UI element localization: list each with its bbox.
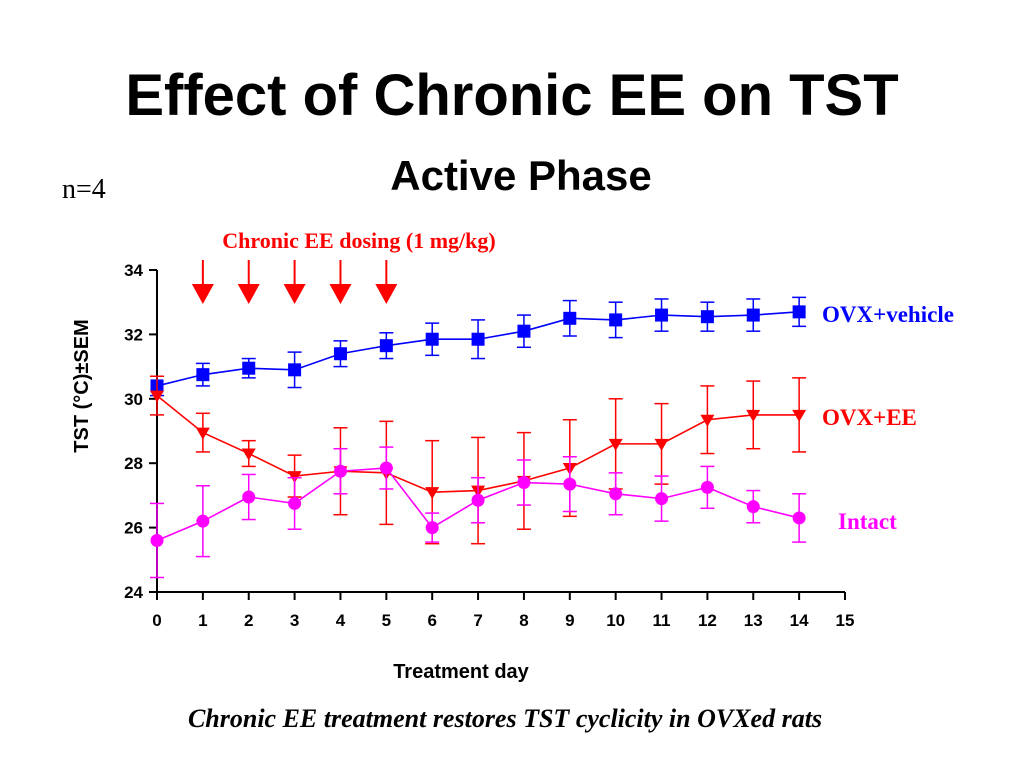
- x-tick-label: 6: [427, 611, 436, 630]
- x-tick-label: 1: [198, 611, 207, 630]
- x-tick-label: 12: [698, 611, 717, 630]
- data-point: [425, 487, 440, 500]
- data-point: [654, 438, 669, 451]
- series-label: Intact: [838, 509, 897, 534]
- data-point: [792, 511, 806, 525]
- data-point: [333, 347, 347, 361]
- slide-title: Effect of Chronic EE on TST: [125, 63, 899, 128]
- data-point: [746, 409, 761, 422]
- x-tick-label: 5: [382, 611, 391, 630]
- data-point: [195, 427, 210, 440]
- dosing-arrow-head: [329, 284, 352, 304]
- slide-caption: Chronic EE treatment restores TST cyclic…: [187, 704, 823, 733]
- data-point: [792, 409, 807, 422]
- dosing-arrow-head: [237, 284, 260, 304]
- data-point: [700, 310, 714, 324]
- dosing-arrow-head: [375, 284, 398, 304]
- y-tick-label: 28: [124, 454, 143, 473]
- y-tick-label: 24: [124, 583, 143, 602]
- data-point: [379, 461, 393, 475]
- data-point: [471, 332, 485, 346]
- y-tick-label: 34: [124, 261, 143, 280]
- data-point: [746, 308, 760, 322]
- data-point: [517, 324, 531, 338]
- x-tick-label: 0: [152, 611, 161, 630]
- data-point: [241, 448, 256, 461]
- data-point: [150, 390, 164, 403]
- dosing-annotation-label: Chronic EE dosing (1 mg/kg): [222, 228, 495, 253]
- data-point: [242, 490, 256, 504]
- data-point: [471, 493, 485, 507]
- data-point: [517, 476, 531, 490]
- x-tick-label: 13: [744, 611, 763, 630]
- dosing-arrow-head: [283, 284, 306, 304]
- data-point: [746, 500, 760, 514]
- data-point: [563, 311, 577, 325]
- dosing-arrow-head: [191, 284, 214, 304]
- x-tick-label: 15: [836, 611, 855, 630]
- series-label: OVX+vehicle: [822, 302, 954, 327]
- data-point: [609, 487, 623, 501]
- data-point: [608, 438, 623, 451]
- data-point: [609, 313, 623, 327]
- data-point: [333, 464, 347, 478]
- y-tick-label: 26: [124, 519, 143, 538]
- x-tick-label: 11: [653, 611, 671, 630]
- data-point: [425, 332, 439, 346]
- x-tick-label: 14: [790, 611, 809, 630]
- x-axis-label: Treatment day: [393, 661, 529, 683]
- chart-title: Active Phase: [390, 152, 652, 199]
- data-point: [288, 496, 302, 510]
- data-point: [196, 368, 210, 382]
- data-point: [242, 361, 256, 375]
- data-point: [655, 492, 669, 506]
- x-tick-label: 8: [519, 611, 528, 630]
- data-point: [379, 339, 393, 353]
- x-tick-label: 3: [290, 611, 299, 630]
- data-point: [425, 521, 439, 535]
- y-tick-label: 30: [124, 390, 143, 409]
- data-point: [196, 514, 210, 528]
- data-point: [792, 305, 806, 319]
- data-point: [700, 414, 715, 427]
- x-tick-label: 9: [565, 611, 574, 630]
- x-tick-label: 7: [473, 611, 482, 630]
- data-point: [655, 308, 669, 322]
- sample-size-label: n=4: [62, 174, 106, 205]
- x-tick-label: 4: [336, 611, 346, 630]
- data-point: [563, 477, 577, 491]
- series-label: OVX+EE: [822, 405, 917, 430]
- data-point: [150, 533, 164, 547]
- x-tick-label: 2: [244, 611, 253, 630]
- x-tick-label: 10: [606, 611, 625, 630]
- y-tick-label: 32: [124, 325, 143, 344]
- data-point: [700, 480, 714, 494]
- y-axis-label: TST (°C)±SEM: [71, 319, 93, 452]
- data-point: [288, 363, 302, 377]
